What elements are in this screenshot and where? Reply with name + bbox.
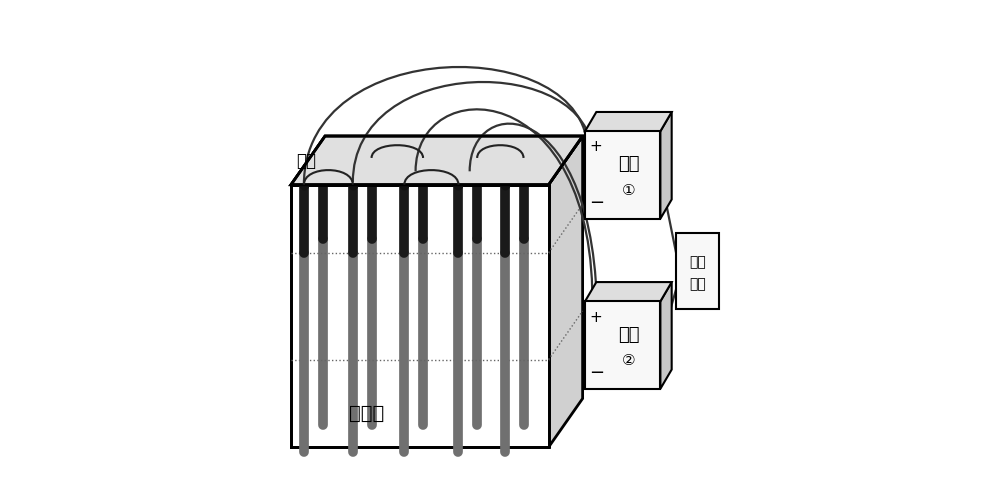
Text: −: − bbox=[590, 364, 605, 382]
Polygon shape bbox=[660, 282, 672, 389]
Polygon shape bbox=[291, 185, 549, 447]
Polygon shape bbox=[291, 136, 583, 185]
Polygon shape bbox=[291, 136, 583, 185]
Text: 电源: 电源 bbox=[618, 156, 639, 174]
Polygon shape bbox=[549, 136, 583, 447]
Polygon shape bbox=[585, 112, 672, 131]
Text: 电极: 电极 bbox=[296, 152, 316, 170]
Text: 土壤室: 土壤室 bbox=[349, 404, 385, 423]
Text: −: − bbox=[590, 194, 605, 212]
Polygon shape bbox=[585, 282, 672, 301]
Polygon shape bbox=[660, 112, 672, 219]
Text: +: + bbox=[590, 310, 602, 325]
Polygon shape bbox=[492, 185, 549, 447]
Text: 监控: 监控 bbox=[689, 255, 706, 269]
Text: 系统: 系统 bbox=[689, 278, 706, 292]
Text: +: + bbox=[590, 139, 602, 155]
Polygon shape bbox=[585, 131, 660, 219]
Polygon shape bbox=[585, 301, 660, 389]
Text: 电源: 电源 bbox=[618, 326, 639, 344]
Text: ①: ① bbox=[622, 183, 636, 198]
Text: ②: ② bbox=[622, 353, 636, 368]
Bar bbox=[676, 233, 719, 309]
